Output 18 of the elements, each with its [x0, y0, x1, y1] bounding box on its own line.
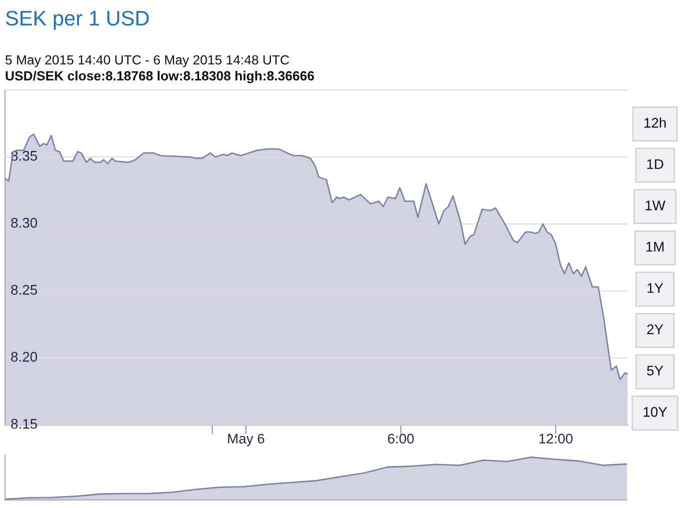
chart-subtitle: 5 May 2015 14:40 UTC - 6 May 2015 14:48 UTC	[6, 55, 290, 68]
y-tick-label: 8.20	[11, 352, 38, 362]
text: 1D	[647, 159, 664, 169]
y-tick-label: 8.15	[11, 418, 38, 429]
y-tick-label: 8.30	[11, 218, 38, 228]
text: 1W	[646, 200, 666, 210]
text: USD/SEK close:8.18768 low:8.18308 high:8.36666	[6, 70, 314, 84]
chart-title: SEK per 1 USD	[6, 10, 149, 30]
text: 10Y	[644, 406, 668, 417]
x-tick-label: 12:00	[539, 434, 573, 444]
text: 12h	[644, 118, 666, 128]
x-tick-label: 6:00	[388, 434, 414, 444]
x-tick-label: May 6	[228, 434, 264, 446]
text: 1M	[646, 242, 664, 252]
y-tick-label: 8.25	[11, 284, 38, 295]
text: 1Y	[648, 283, 664, 293]
text: 2Y	[647, 324, 664, 334]
text: 5Y	[647, 366, 664, 376]
